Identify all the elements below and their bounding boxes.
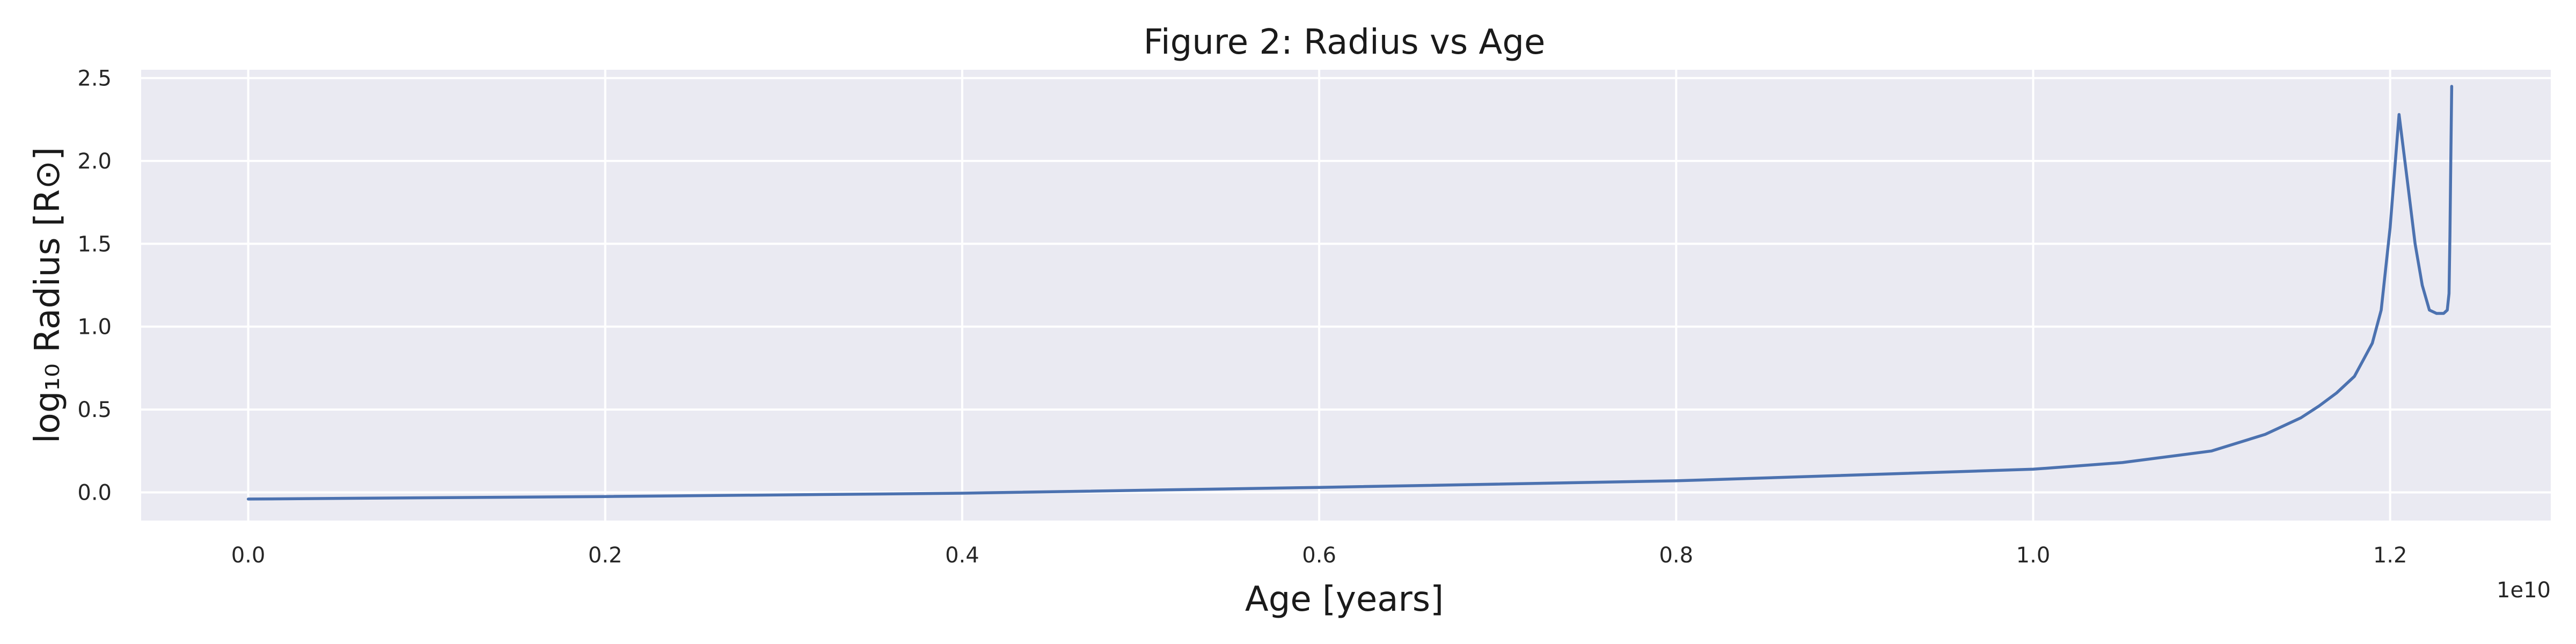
- y-tick-label: 2.0: [77, 149, 112, 174]
- x-tick-label: 0.8: [1659, 543, 1693, 568]
- y-tick-label: 1.0: [77, 315, 112, 340]
- y-tick-label: 1.5: [77, 232, 112, 257]
- x-axis-offset-label: 1e10: [2497, 578, 2551, 603]
- x-tick-label: 0.0: [231, 543, 266, 568]
- y-axis-label: log₁₀ Radius [R⊙]: [28, 147, 68, 443]
- x-tick-labels: 0.0 0.2 0.4 0.6 0.8 1.0 1.2: [231, 543, 2407, 568]
- x-tick-label: 0.2: [588, 543, 623, 568]
- grid-lines: [141, 70, 2551, 521]
- y-tick-label: 0.5: [77, 398, 112, 422]
- x-axis-label: Age [years]: [1245, 580, 1444, 619]
- plot-area: [141, 70, 2551, 521]
- series-line: [246, 85, 2454, 501]
- x-tick-label: 0.4: [945, 543, 979, 568]
- series-layer: [246, 85, 2454, 501]
- y-tick-label: 2.5: [77, 66, 112, 91]
- x-tick-label: 1.2: [2373, 543, 2407, 568]
- x-tick-label: 0.6: [1302, 543, 1336, 568]
- y-tick-labels: 0.0 0.5 1.0 1.5 2.0 2.5: [77, 66, 112, 505]
- chart-title: Figure 2: Radius vs Age: [1144, 23, 1546, 62]
- x-tick-label: 1.0: [2016, 543, 2051, 568]
- y-tick-label: 0.0: [77, 481, 112, 506]
